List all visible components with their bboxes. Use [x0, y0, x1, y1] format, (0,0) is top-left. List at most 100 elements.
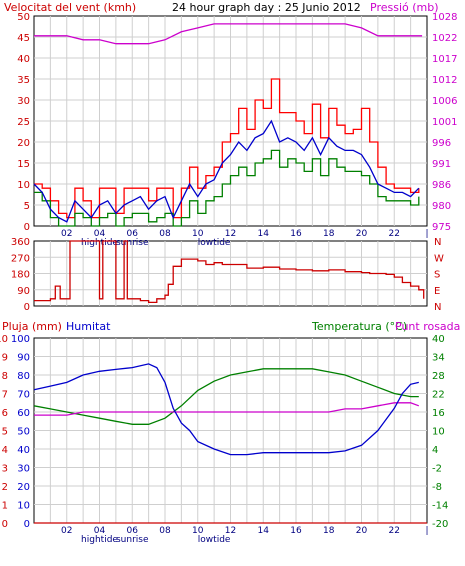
- temperature-axis-title: Temperatura (°C): [311, 320, 407, 333]
- compass-tick-label: N: [434, 302, 441, 313]
- x-tick-label: 20: [356, 229, 368, 239]
- temperature-tick-label: 16: [432, 408, 445, 419]
- wind-tick-label: 10: [17, 180, 30, 191]
- temperature-tick-label: -14: [432, 501, 448, 512]
- pressure-tick-label: 996: [432, 138, 451, 149]
- humidity-tick-label: 80: [17, 371, 30, 382]
- x-tick-label: 04: [94, 526, 106, 536]
- rain-tick-label: 9: [2, 353, 8, 364]
- pressure-tick-label: 1012: [432, 75, 457, 86]
- humidity-tick-label: 60: [17, 408, 30, 419]
- temperature-tick-label: 40: [432, 334, 445, 345]
- temperature-line: [33, 368, 419, 425]
- x-marker-label: sunrise: [116, 238, 149, 248]
- humidity-tick-label: 30: [17, 464, 30, 475]
- humidity-tick-label: 0: [24, 519, 30, 530]
- rain-tick-label: 5: [2, 427, 8, 438]
- wind-tick-label: 45: [17, 33, 30, 44]
- wind-tick-label: 35: [17, 75, 30, 86]
- pressure-tick-label: 1001: [432, 117, 457, 128]
- direction-tick-label: 90: [17, 286, 30, 297]
- chart-title: 24 hour graph day : 25 Junio 2012: [172, 1, 361, 14]
- humidity-tick-label: 70: [17, 390, 30, 401]
- humidity-tick-label: 90: [17, 353, 30, 364]
- x-tick-label: 20: [356, 526, 368, 536]
- rain-tick-label: 7: [2, 390, 8, 401]
- x-marker-label: lowtide: [198, 535, 231, 545]
- wind-tick-label: 15: [17, 159, 30, 170]
- x-tick-label: 12: [225, 229, 236, 239]
- rain-tick-label: 8: [2, 371, 8, 382]
- x-tick-label: 16: [290, 229, 302, 239]
- x-tick-label: 10: [192, 229, 204, 239]
- temperature-tick-label: 34: [432, 353, 445, 364]
- x-marker-label: sunrise: [116, 535, 149, 545]
- temperature-tick-label: 28: [432, 371, 445, 382]
- pressure-tick-label: 1006: [432, 96, 457, 107]
- x-tick-label: 02: [61, 229, 72, 239]
- wind-gust-line: [34, 78, 420, 219]
- pressure-tick-label: 1022: [432, 33, 457, 44]
- direction-tick-label: 360: [11, 237, 30, 248]
- wind-tick-label: 50: [17, 12, 30, 23]
- pressure-tick-label: 986: [432, 180, 451, 191]
- x-tick-label: 10: [192, 526, 204, 536]
- wind-direction-line: [34, 240, 425, 304]
- humidity-tick-label: 50: [17, 427, 30, 438]
- x-tick-label: |: [425, 526, 428, 536]
- temperature-tick-label: -20: [432, 519, 448, 530]
- x-marker-label: lowtide: [198, 238, 231, 248]
- pressure-tick-label: 980: [432, 201, 451, 212]
- direction-tick-label: 0: [24, 302, 30, 313]
- dewpoint-line: [34, 402, 420, 416]
- humidity-tick-label: 20: [17, 482, 30, 493]
- x-tick-label: 06: [127, 229, 139, 239]
- pressure-tick-label: 1017: [432, 54, 457, 65]
- x-tick-label: 12: [225, 526, 236, 536]
- x-tick-label: 02: [61, 526, 72, 536]
- rain-tick-label: 3: [2, 464, 8, 475]
- wind-avg-line: [33, 119, 420, 223]
- temperature-tick-label: -8: [432, 482, 442, 493]
- rain-tick-label: 2: [2, 482, 8, 493]
- x-tick-label: 16: [290, 526, 302, 536]
- x-tick-label: 14: [258, 229, 270, 239]
- humidity-tick-label: 100: [11, 334, 30, 345]
- humidity-line: [33, 363, 419, 456]
- wind-tick-label: 5: [24, 201, 30, 212]
- rain-tick-label: 4: [2, 445, 8, 456]
- x-marker-label: hightide: [81, 535, 118, 545]
- x-tick-label: 04: [94, 229, 106, 239]
- compass-tick-label: E: [434, 286, 440, 297]
- x-tick-label: 06: [127, 526, 139, 536]
- dewpoint-axis-title: Punt rosada: [395, 320, 460, 333]
- wind-tick-label: 0: [24, 222, 30, 233]
- rain-tick-label: 10: [0, 334, 8, 345]
- wind-axis-title: Velocitat del vent (kmh): [4, 1, 136, 14]
- pressure-axis-title: Pressió (mb): [370, 1, 439, 14]
- wind-min-line: [34, 149, 420, 227]
- humidity-tick-label: 10: [17, 501, 30, 512]
- x-tick-label: 22: [389, 526, 400, 536]
- pressure-tick-label: 1028: [432, 12, 457, 23]
- compass-tick-label: S: [434, 270, 440, 281]
- rain-tick-label: 6: [2, 408, 8, 419]
- rain-tick-label: 1: [2, 501, 8, 512]
- pressure-tick-label: 991: [432, 159, 451, 170]
- temperature-tick-label: -2: [432, 464, 442, 475]
- wind-tick-label: 25: [17, 117, 30, 128]
- x-tick-label: 08: [159, 526, 171, 536]
- x-tick-label: 14: [258, 526, 270, 536]
- direction-tick-label: 270: [11, 253, 30, 264]
- x-tick-label: 18: [323, 229, 335, 239]
- compass-tick-label: N: [434, 237, 441, 248]
- wind-tick-label: 30: [17, 96, 30, 107]
- x-tick-label: 08: [159, 229, 171, 239]
- compass-tick-label: W: [434, 253, 444, 264]
- humidity-axis-title: Humitat: [66, 320, 111, 333]
- rain-tick-label: 0: [2, 519, 8, 530]
- wind-tick-label: 40: [17, 54, 30, 65]
- x-tick-label: 22: [389, 229, 400, 239]
